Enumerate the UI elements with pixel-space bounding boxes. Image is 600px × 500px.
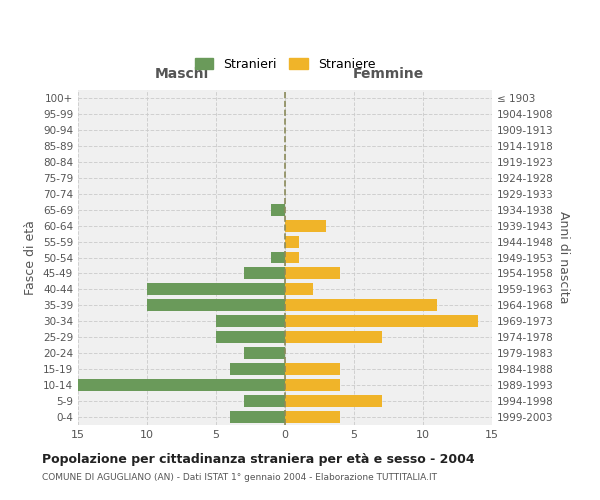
- Bar: [271, 252, 285, 264]
- Bar: [285, 236, 299, 248]
- Bar: [285, 268, 340, 280]
- Bar: [230, 411, 285, 423]
- Bar: [285, 316, 478, 328]
- Bar: [285, 284, 313, 296]
- Bar: [285, 252, 299, 264]
- Bar: [271, 204, 285, 216]
- Text: Maschi: Maschi: [154, 67, 209, 81]
- Bar: [230, 363, 285, 375]
- Bar: [285, 379, 340, 391]
- Bar: [244, 347, 285, 359]
- Bar: [244, 268, 285, 280]
- Bar: [285, 395, 382, 407]
- Bar: [285, 411, 340, 423]
- Bar: [244, 395, 285, 407]
- Bar: [78, 379, 285, 391]
- Text: Femmine: Femmine: [353, 67, 424, 81]
- Legend: Stranieri, Straniere: Stranieri, Straniere: [190, 52, 380, 76]
- Bar: [147, 300, 285, 312]
- Bar: [216, 332, 285, 343]
- Bar: [147, 284, 285, 296]
- Y-axis label: Fasce di età: Fasce di età: [25, 220, 37, 295]
- Bar: [285, 332, 382, 343]
- Bar: [285, 300, 437, 312]
- Text: Popolazione per cittadinanza straniera per età e sesso - 2004: Popolazione per cittadinanza straniera p…: [42, 452, 475, 466]
- Y-axis label: Anni di nascita: Anni di nascita: [557, 211, 570, 304]
- Bar: [285, 220, 326, 232]
- Bar: [285, 363, 340, 375]
- Text: COMUNE DI AGUGLIANO (AN) - Dati ISTAT 1° gennaio 2004 - Elaborazione TUTTITALIA.: COMUNE DI AGUGLIANO (AN) - Dati ISTAT 1°…: [42, 472, 437, 482]
- Bar: [216, 316, 285, 328]
